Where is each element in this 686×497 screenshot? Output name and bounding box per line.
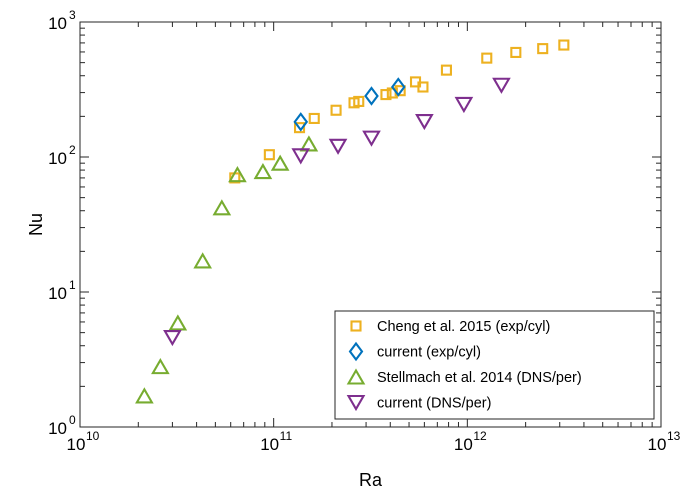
x-axis-label: Ra — [359, 470, 383, 490]
x-tick-exponent: 13 — [667, 429, 681, 443]
x-tick-label: 10 — [260, 435, 279, 454]
x-tick-label: 10 — [454, 435, 473, 454]
data-point-square — [308, 112, 320, 124]
data-point-square — [481, 52, 493, 64]
legend-marker-square — [350, 320, 362, 332]
x-tick-exponent: 12 — [473, 429, 487, 443]
data-point-square — [440, 64, 452, 76]
data-point-triangle-up — [299, 135, 319, 152]
data-point-square — [417, 81, 429, 93]
y-tick-exponent: 2 — [69, 143, 76, 157]
legend-entry-label: current (DNS/per) — [377, 396, 491, 412]
data-point-square — [330, 104, 342, 116]
x-tick-label: 10 — [67, 435, 86, 454]
data-point-triangle-down — [415, 114, 434, 131]
plot-frame — [79, 21, 662, 428]
data-markers — [135, 39, 570, 404]
legend-box — [334, 310, 655, 420]
data-point-diamond — [293, 112, 309, 132]
data-point-triangle-up — [212, 199, 232, 216]
data-point-triangle-up — [253, 162, 273, 180]
data-point-diamond — [390, 77, 406, 97]
x-tick-exponent: 11 — [280, 429, 293, 443]
data-point-triangle-down — [163, 329, 182, 347]
legend: Cheng et al. 2015 (exp/cyl) current (exp/… — [334, 310, 655, 420]
data-point-square — [558, 39, 570, 51]
data-point-square — [510, 46, 522, 58]
data-point-triangle-down — [454, 96, 474, 114]
data-point-triangle-down — [328, 138, 348, 155]
y-tick-label: 10 — [48, 149, 67, 168]
data-point-triangle-up — [228, 166, 247, 183]
y-tick-label: 10 — [48, 419, 67, 438]
legend-entry-label: Cheng et al. 2015 (exp/cyl) — [377, 319, 550, 335]
data-point-triangle-down — [362, 130, 381, 147]
y-tick-exponent: 0 — [69, 413, 76, 427]
data-point-triangle-up — [193, 252, 212, 269]
data-point-square — [537, 43, 549, 55]
legend-marker-triangle-up — [346, 368, 366, 385]
y-tick-exponent: 3 — [69, 8, 76, 22]
data-point-triangle-up — [135, 387, 154, 404]
legend-marker-triangle-down — [346, 394, 366, 412]
data-point-triangle-up — [151, 358, 170, 375]
x-tick-exponent: 10 — [86, 429, 100, 443]
legend-entry-label: current (exp/cyl) — [377, 345, 481, 361]
data-point-triangle-down — [291, 148, 311, 165]
legend-entry-label: Stellmach et al. 2014 (DNS/per) — [377, 370, 582, 386]
y-tick-label: 10 — [48, 284, 67, 303]
legend-marker-diamond — [348, 341, 364, 362]
y-axis-label: Nu — [26, 213, 46, 236]
x-tick-label: 10 — [648, 435, 667, 454]
axis-ticks — [79, 21, 662, 428]
data-point-diamond — [364, 86, 379, 106]
data-point-square — [380, 89, 392, 101]
data-point-square — [263, 149, 275, 161]
data-point-triangle-up — [168, 314, 188, 331]
data-point-triangle-down — [492, 77, 511, 94]
y-tick-exponent: 1 — [69, 278, 76, 292]
data-point-square — [353, 95, 365, 107]
data-point-square — [293, 122, 306, 134]
y-tick-label: 10 — [48, 14, 67, 33]
data-point-triangle-up — [270, 154, 290, 171]
